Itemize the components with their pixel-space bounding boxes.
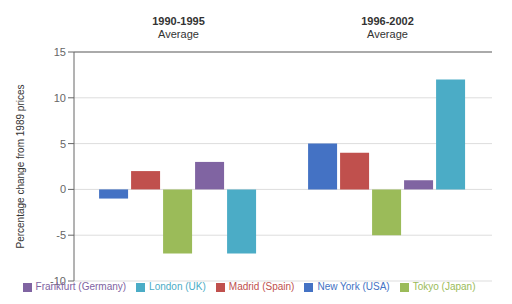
svg-text:0: 0: [60, 183, 66, 195]
svg-text:5: 5: [60, 138, 66, 150]
svg-text:Average: Average: [367, 28, 408, 40]
svg-text:-5: -5: [56, 229, 66, 241]
svg-text:15: 15: [54, 46, 66, 58]
svg-text:1990-1995: 1990-1995: [152, 15, 205, 27]
svg-text:Average: Average: [158, 28, 199, 40]
svg-text:-10: -10: [50, 275, 66, 287]
svg-text:1996-2002: 1996-2002: [361, 15, 414, 27]
svg-text:10: 10: [54, 92, 66, 104]
svg-text:Percentage change from 1989 pr: Percentage change from 1989 prices: [15, 85, 26, 249]
